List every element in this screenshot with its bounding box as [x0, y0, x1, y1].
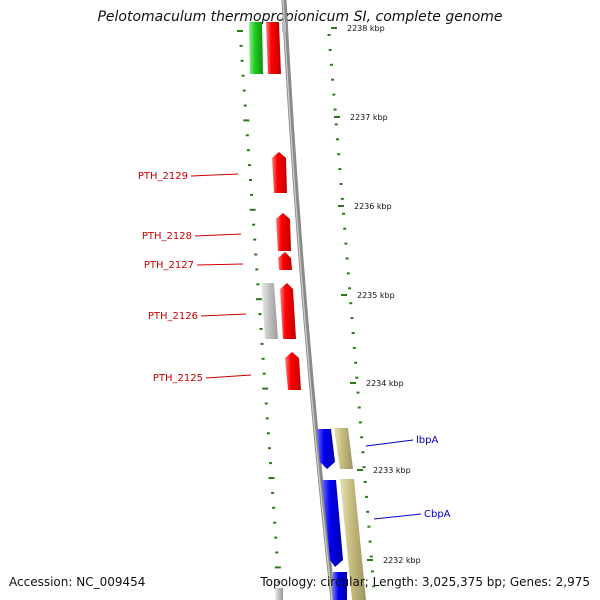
gene-labels: PTH_2129 PTH_2128 PTH_2127 PTH_2126 PTH_2125…	[138, 171, 451, 520]
gene-label: PTH_2127	[144, 260, 194, 271]
kbp-scale: 2238 kbp 2237 kbp 2236 kbp 2235 kbp 2234 kbp…	[331, 24, 421, 565]
gene-leader-line	[365, 439, 414, 447]
outer-tick-row	[327, 34, 376, 588]
kbp-label: 2237 kbp	[350, 113, 388, 122]
feature-gray-top	[282, 22, 286, 32]
gene-leader-line	[190, 173, 239, 177]
gene-label: lbpA	[416, 435, 438, 446]
gene-leader-line	[194, 233, 242, 237]
kbp-label: 2233 kbp	[373, 466, 411, 475]
gene-label: PTH_2126	[148, 311, 198, 322]
feature-khaki-lbpa	[334, 428, 353, 469]
feature-gray-bottom	[275, 588, 283, 600]
inner-tick-row	[237, 30, 282, 599]
map-title: Pelotomaculum thermopropionicum SI, comp…	[97, 9, 503, 25]
gene-label: PTH_2128	[142, 231, 192, 242]
feature-green-top	[249, 22, 263, 74]
kbp-label: 2235 kbp	[357, 291, 395, 300]
feature-cbpa	[322, 480, 343, 567]
gene-label: PTH_2125	[153, 373, 203, 384]
feature-pth-2125	[285, 352, 301, 390]
feature-blue-bottom	[333, 572, 347, 600]
genome-summary-text: Topology: circular; Length: 3,025,375 bp…	[260, 575, 590, 589]
feature-gray-2126	[261, 283, 278, 339]
feature-pth-2126	[280, 283, 296, 339]
feature-red-top	[266, 22, 281, 74]
feature-pth-2128	[276, 213, 291, 251]
kbp-label: 2238 kbp	[347, 24, 385, 33]
gene-leader-line	[200, 313, 247, 317]
gene-leader-line	[205, 374, 252, 379]
feature-pth-2127	[278, 252, 292, 270]
gene-label: PTH_2129	[138, 171, 188, 182]
feature-lbpa	[317, 429, 335, 469]
gene-leader-line	[196, 263, 244, 266]
gene-leader-line	[373, 513, 422, 520]
kbp-label: 2232 kbp	[383, 556, 421, 565]
kbp-label: 2236 kbp	[354, 202, 392, 211]
gene-label: CbpA	[424, 509, 451, 520]
genome-backbone-highlight	[282, 0, 333, 600]
accession-text: Accession: NC_009454	[9, 575, 146, 589]
genome-backbone	[281, 0, 336, 600]
feature-khaki-cbpa	[340, 479, 366, 600]
kbp-label: 2234 kbp	[366, 379, 404, 388]
feature-pth-2129	[272, 152, 287, 193]
